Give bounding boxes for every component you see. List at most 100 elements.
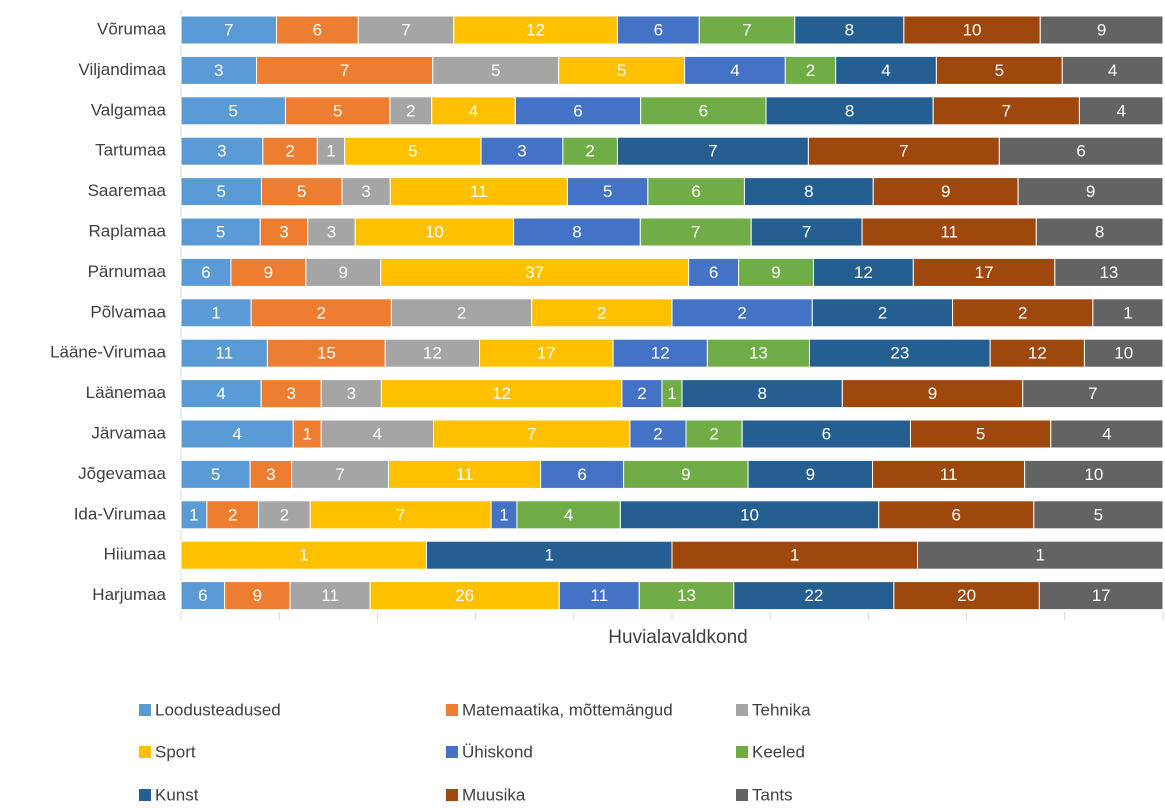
data-label: 8 <box>572 222 581 241</box>
bar-segment <box>1083 338 1164 368</box>
bar-segment <box>1039 15 1164 45</box>
data-label: 2 <box>653 424 662 443</box>
data-label: 9 <box>339 263 348 282</box>
data-label: 2 <box>709 424 718 443</box>
data-label: 1 <box>303 424 312 443</box>
bar-segment <box>998 136 1164 166</box>
data-label: 6 <box>1076 142 1085 161</box>
bar-segment <box>638 581 735 611</box>
data-label: 10 <box>1114 344 1133 363</box>
legend-swatch <box>446 704 458 716</box>
data-label: 9 <box>928 384 937 403</box>
data-label: 5 <box>995 61 1004 80</box>
bar-segment <box>389 177 568 207</box>
data-label: 5 <box>1094 505 1103 524</box>
data-label: 6 <box>201 263 210 282</box>
data-label: 13 <box>677 586 696 605</box>
legend-swatch <box>736 789 748 801</box>
data-label: 5 <box>491 61 500 80</box>
data-label: 5 <box>216 222 225 241</box>
data-label: 9 <box>1097 20 1106 39</box>
bar-segment <box>389 96 433 126</box>
legend-label: Tehnika <box>752 700 811 719</box>
bar-segment <box>1035 217 1164 247</box>
bar-segment <box>490 500 518 530</box>
data-label: 9 <box>806 465 815 484</box>
bar-segment <box>316 136 346 166</box>
bar-segment <box>180 338 268 368</box>
data-label: 3 <box>517 142 526 161</box>
data-label: 5 <box>617 61 626 80</box>
legend-swatch <box>736 746 748 758</box>
data-label: 6 <box>691 182 700 201</box>
data-label: 4 <box>1102 424 1111 443</box>
legend-label: Sport <box>155 742 196 761</box>
data-label: 9 <box>941 182 950 201</box>
bar-segment <box>431 96 516 126</box>
bar-segment <box>640 96 767 126</box>
bar-segment <box>516 500 621 530</box>
data-label: 1 <box>211 303 220 322</box>
data-label: 5 <box>976 424 985 443</box>
data-label: 4 <box>1108 61 1117 80</box>
y-tick-label: Valgamaa <box>91 100 167 119</box>
data-label: 9 <box>771 263 780 282</box>
data-label: 5 <box>211 465 220 484</box>
data-label: 11 <box>456 465 474 484</box>
data-label: 6 <box>573 101 582 120</box>
bar-segment <box>260 177 343 207</box>
bar-segment <box>733 581 895 611</box>
data-label: 2 <box>597 303 606 322</box>
data-label: 8 <box>804 182 813 201</box>
data-label: 1 <box>667 384 676 403</box>
bar-segment <box>180 419 294 449</box>
data-label: 9 <box>264 263 273 282</box>
data-label: 11 <box>321 586 339 605</box>
bar-segment <box>380 379 623 409</box>
data-label: 2 <box>317 303 326 322</box>
bar-segment <box>426 540 673 570</box>
bar-segment <box>250 298 392 328</box>
y-tick-label: Tartumaa <box>95 141 166 160</box>
data-label: 6 <box>313 20 322 39</box>
data-label: 12 <box>1028 344 1047 363</box>
data-label: 5 <box>228 101 237 120</box>
bar-segment <box>909 419 1052 449</box>
bar-segment <box>480 136 564 166</box>
bar-segment <box>835 55 937 85</box>
data-label: 15 <box>317 344 336 363</box>
bar-segment <box>1033 500 1164 530</box>
legend-swatch <box>736 704 748 716</box>
bar-segment <box>206 500 260 530</box>
bar-segment <box>180 177 262 207</box>
data-label: 5 <box>333 101 342 120</box>
bar-segment <box>180 298 252 328</box>
bar-segment <box>562 136 618 166</box>
data-label: 11 <box>590 586 608 605</box>
bar-segment <box>180 15 277 45</box>
data-label: 7 <box>802 222 811 241</box>
data-label: 1 <box>1123 303 1132 322</box>
data-label: 17 <box>537 344 556 363</box>
data-label: 1 <box>326 142 335 161</box>
data-label: 12 <box>854 263 873 282</box>
data-label: 9 <box>1086 182 1095 201</box>
bar-segment <box>540 459 625 489</box>
bar-segment <box>1078 96 1164 126</box>
data-label: 11 <box>470 182 488 201</box>
bar-segment <box>558 55 686 85</box>
bar-segment <box>893 581 1040 611</box>
data-label: 2 <box>585 142 594 161</box>
data-label: 3 <box>327 222 336 241</box>
legend-label: Ühiskond <box>462 742 533 761</box>
bar-segment <box>320 379 382 409</box>
data-label: 6 <box>198 586 207 605</box>
y-tick-label: Saaremaa <box>88 181 167 200</box>
data-label: 1 <box>189 505 198 524</box>
legend-label: Muusika <box>462 785 526 804</box>
y-tick-label: Jõgevamaa <box>78 464 166 483</box>
data-label: 7 <box>691 222 700 241</box>
data-label: 7 <box>899 142 908 161</box>
bar-segment <box>180 459 251 489</box>
